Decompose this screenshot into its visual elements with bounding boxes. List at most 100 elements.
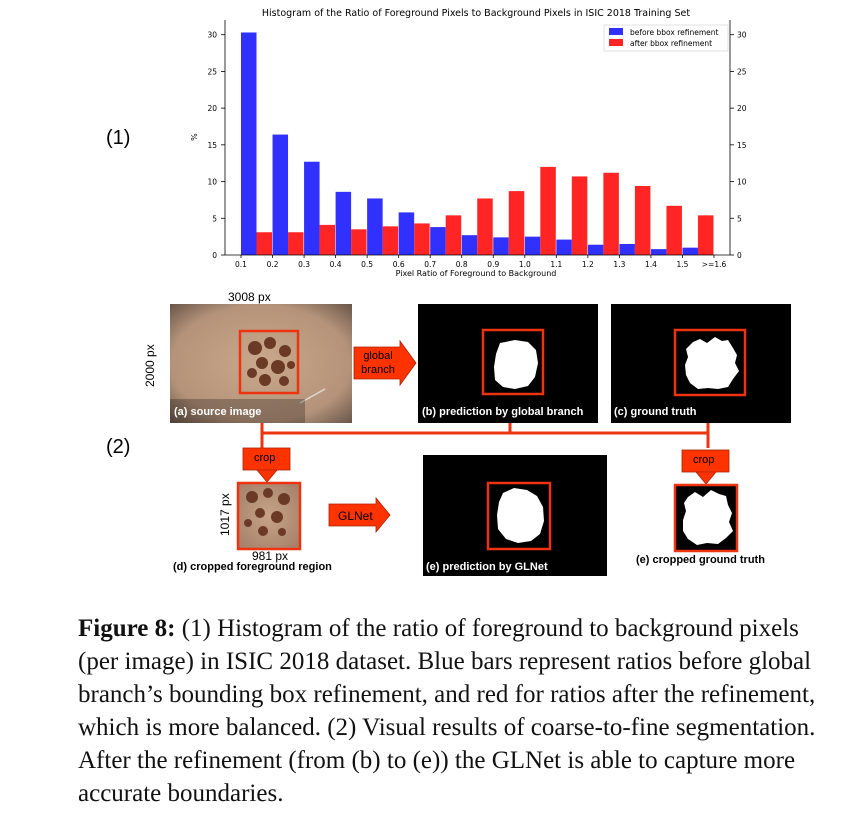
legend: before bbox refinement after bbox refine… xyxy=(603,24,729,52)
y-tick-label-right: 30 xyxy=(737,31,747,40)
y-tick-label-left: 5 xyxy=(212,214,217,223)
bar-before-0.4 xyxy=(335,191,352,255)
y-tick-label-left: 25 xyxy=(207,67,217,76)
source-height-label: 2000 px xyxy=(143,344,157,387)
global-branch-arrow xyxy=(353,339,417,387)
x-tick-label: 0.3 xyxy=(298,260,310,269)
label-ground-truth: (c) ground truth xyxy=(614,406,697,418)
bar-after-0.7 xyxy=(445,215,462,255)
bar-before-1.5 xyxy=(682,247,698,255)
bar-before-1.3 xyxy=(619,243,635,255)
bar-before-1.4 xyxy=(650,249,667,255)
label-global-prediction: (b) prediction by global branch xyxy=(422,406,584,418)
part-2-label: (2) xyxy=(106,436,131,458)
y-axis-right: 0 5 10 15 20 25 30 xyxy=(730,31,747,260)
legend-label-before: before bbox refinement xyxy=(630,28,719,37)
label-cropped-region: (d) cropped foreground region xyxy=(173,561,332,573)
ground-truth-panel xyxy=(611,304,791,423)
source-image-panel xyxy=(170,304,352,423)
y-tick-label-left: 10 xyxy=(207,178,217,187)
global-branch-label: global branch xyxy=(361,350,395,376)
crop-right-label: crop xyxy=(693,454,715,466)
bar-after-1.0 xyxy=(540,166,556,255)
bar-before-0.6 xyxy=(398,212,415,255)
label-source-image: (a) source image xyxy=(174,406,262,418)
x-tick-label: 1.3 xyxy=(613,260,625,269)
bar-before-0.5 xyxy=(367,198,383,255)
glnet-prediction-panel xyxy=(423,455,607,576)
glnet-arrow-label: GLNet xyxy=(338,509,373,523)
bar-before-0.8 xyxy=(461,235,478,255)
crop-height-label: 1017 px xyxy=(218,493,232,536)
y-tick-label-left: 30 xyxy=(207,31,217,40)
legend-swatch-before xyxy=(609,28,623,35)
x-tick-label: 1.5 xyxy=(676,260,688,269)
lesion-spots xyxy=(247,337,295,386)
crop-arrow-right xyxy=(681,449,730,485)
bars xyxy=(241,32,714,255)
x-tick-label: 1.0 xyxy=(519,260,531,269)
bar-after-1.3 xyxy=(634,185,651,255)
x-tick-label: 0.6 xyxy=(393,260,405,269)
cropped-region-panel xyxy=(236,481,302,551)
bar-after-1.2 xyxy=(603,172,619,255)
bar-after-1.1 xyxy=(571,176,588,255)
x-tick-label: >=1.6 xyxy=(702,260,727,269)
y-axis-left: 0 5 10 15 20 25 30 xyxy=(207,31,225,260)
part-1-label: (1) xyxy=(106,127,131,149)
x-tick-label: 0.4 xyxy=(330,260,342,269)
y-tick-label-right: 15 xyxy=(737,141,747,150)
ground-truth-mask xyxy=(685,337,739,389)
bar-after-0.9 xyxy=(508,191,525,255)
bar-before-0.3 xyxy=(304,161,320,255)
caption-text: (1) Histogram of the ratio of foreground… xyxy=(78,615,816,807)
caption-lead: Figure 8: xyxy=(78,615,176,642)
label-cropped-ground-truth: (e) cropped ground truth xyxy=(636,554,765,566)
chart-title: Histogram of the Ratio of Foreground Pix… xyxy=(262,8,690,19)
bar-before-0.9 xyxy=(493,237,509,255)
bar-after-0.4 xyxy=(351,229,367,255)
x-tick-label: 1.2 xyxy=(582,260,594,269)
y-tick-label-right: 5 xyxy=(737,214,742,223)
bar-after-0.3 xyxy=(319,224,336,255)
bar-before-0.2 xyxy=(272,134,289,255)
y-tick-label-right: 20 xyxy=(737,104,747,113)
cropped-ground-truth-panel xyxy=(673,483,739,553)
y-tick-label-right: 0 xyxy=(737,251,742,260)
global-prediction-mask xyxy=(494,340,538,389)
bar-before-0.1 xyxy=(241,32,257,255)
bar-after-1.5 xyxy=(697,215,714,255)
bar-before-1.2 xyxy=(587,244,604,255)
bar-before-1.0 xyxy=(524,236,541,255)
source-width-label: 3008 px xyxy=(228,290,271,304)
glnet-arrow xyxy=(328,496,391,534)
histogram-chart: Histogram of the Ratio of Foreground Pix… xyxy=(190,8,747,278)
y-tick-label-left: 15 xyxy=(207,141,217,150)
y-axis-label: % xyxy=(190,133,199,141)
crop-arrow-left xyxy=(242,447,291,483)
bar-after-0.5 xyxy=(382,226,399,255)
legend-label-after: after bbox refinement xyxy=(630,39,712,48)
source-bbox xyxy=(238,329,300,395)
x-tick-label: 0.8 xyxy=(456,260,468,269)
y-tick-label-left: 20 xyxy=(207,104,217,113)
x-tick-label: 1.1 xyxy=(550,260,562,269)
bar-before-1.1 xyxy=(556,239,572,255)
bar-after-0.1 xyxy=(256,232,272,255)
bar-before-0.7 xyxy=(430,227,446,255)
x-tick-label: 1.4 xyxy=(645,260,657,269)
cropped-ground-truth-mask xyxy=(683,490,733,545)
legend-swatch-after xyxy=(609,39,623,46)
x-axis: 0.1 0.2 0.3 0.4 0.5 0.6 0.7 0.8 0.9 1.0 1.1 1.2 1.3 1… xyxy=(235,255,726,269)
y-tick-label-left: 0 xyxy=(212,251,217,260)
y-tick-label-right: 25 xyxy=(737,67,747,76)
bar-after-1.4 xyxy=(666,205,682,255)
x-tick-label: 0.1 xyxy=(235,260,247,269)
x-tick-label: 0.5 xyxy=(361,260,373,269)
x-tick-label: 0.9 xyxy=(487,260,499,269)
bar-after-0.6 xyxy=(414,223,430,255)
glnet-prediction-mask xyxy=(497,488,544,543)
label-glnet-prediction: (e) prediction by GLNet xyxy=(426,561,548,573)
segmentation-figure xyxy=(170,304,791,576)
bar-after-0.2 xyxy=(288,232,304,255)
